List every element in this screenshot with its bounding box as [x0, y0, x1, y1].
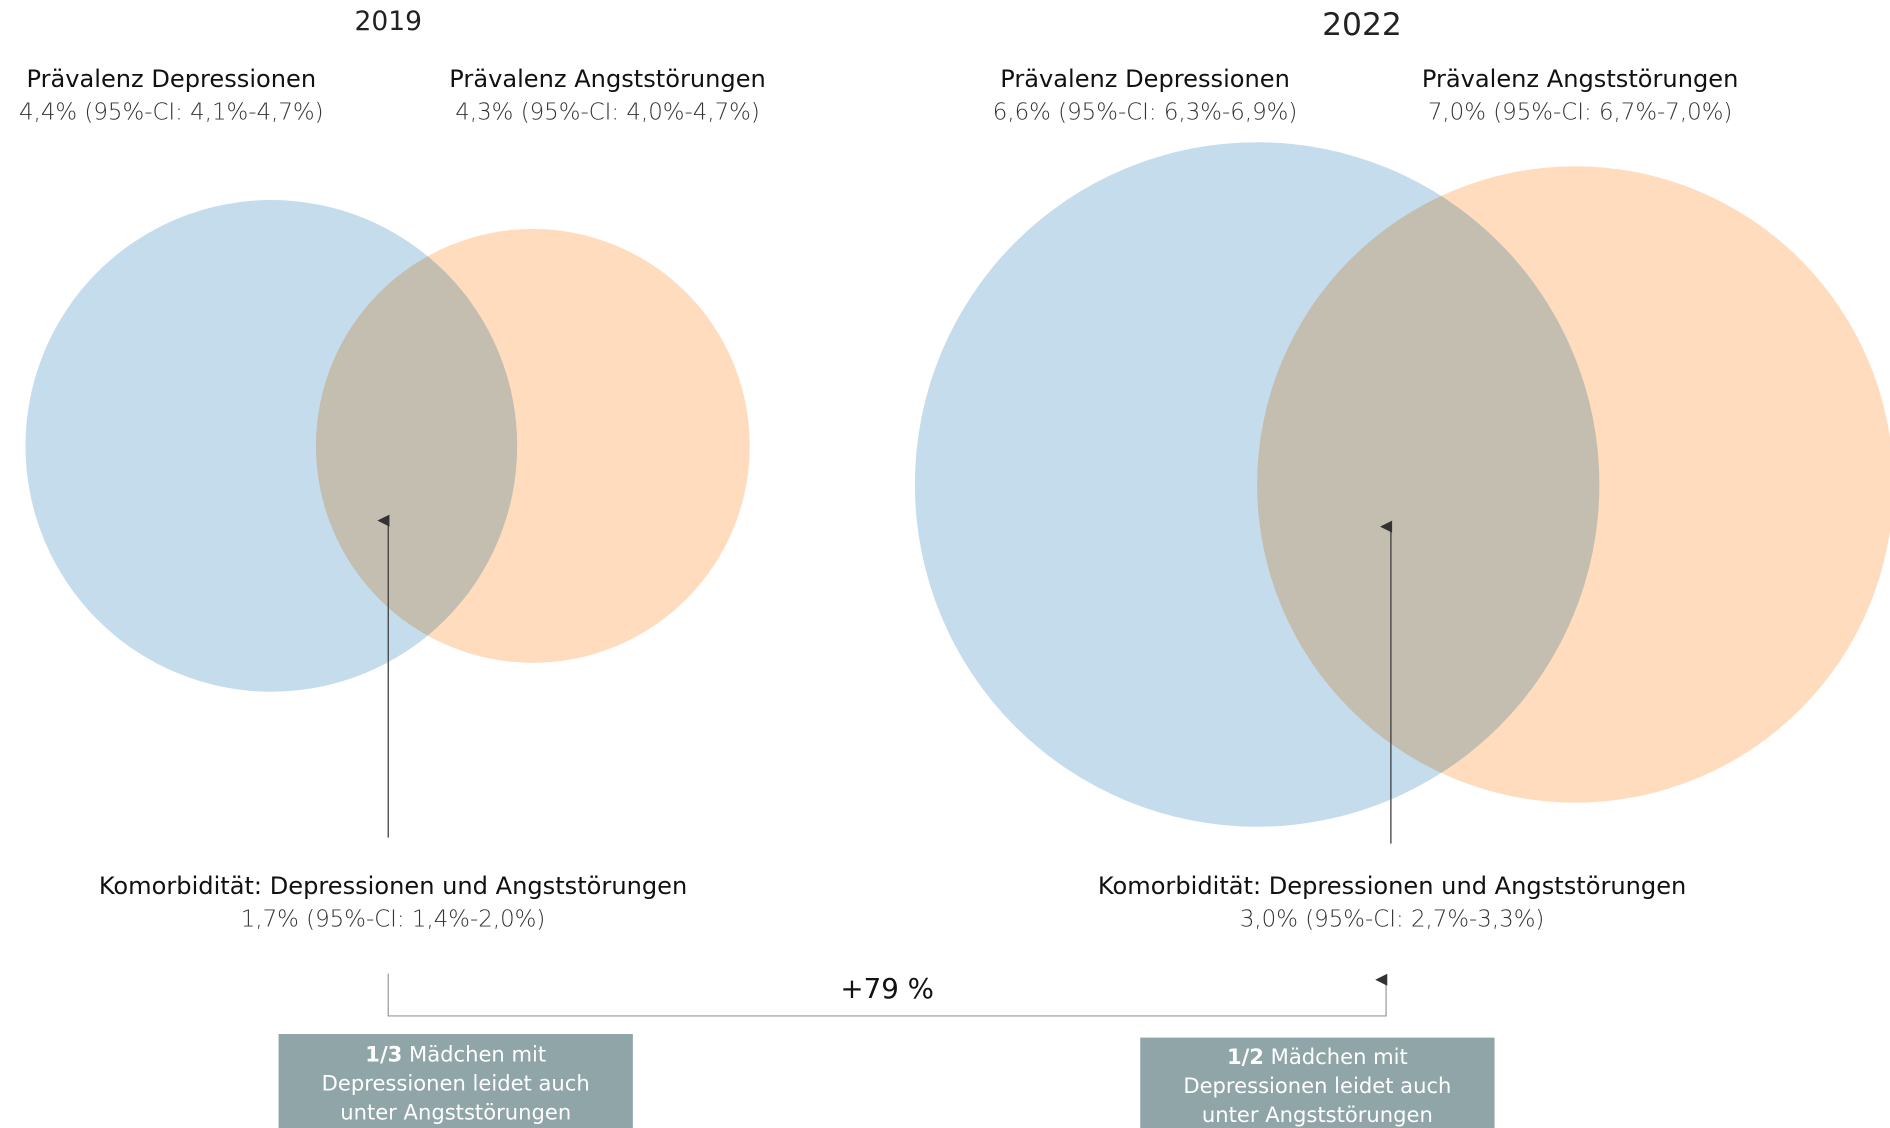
label: Prävalenz Depressionen — [1000, 65, 1290, 93]
note-fraction: 1/3 — [365, 1042, 402, 1067]
label: Komorbidität: Depressionen und Angststör… — [1098, 872, 1686, 900]
note-line: unter Angststörungen — [340, 1100, 571, 1125]
note-text: 1/2 Mädchen mit — [1227, 1044, 1408, 1069]
change-bracket — [387, 973, 1388, 1017]
change-label: +79 % — [840, 972, 934, 1005]
note-box — [1140, 1037, 1495, 1128]
circle-anxiety-2019 — [315, 228, 750, 663]
value: 4,3% (95%-CI: 4,0%-4,7%) — [455, 99, 760, 125]
value: 7,0% (95%-CI: 6,7%-7,0%) — [1428, 99, 1733, 125]
year: 2019 — [355, 6, 422, 37]
note-line: unter Angststörungen — [1202, 1102, 1433, 1127]
note-box — [278, 1034, 633, 1128]
value: 4,4% (95%-CI: 4,1%-4,7%) — [19, 99, 324, 125]
note-text: 1/3 Mädchen mit — [365, 1042, 546, 1067]
label: Komorbidität: Depressionen und Angststör… — [99, 872, 687, 900]
note-line: Mädchen mit — [1271, 1044, 1408, 1069]
year: 2022 — [1322, 7, 1402, 43]
label: Prävalenz Angststörungen — [1422, 65, 1739, 93]
note-line: Depressionen leidet auch — [322, 1071, 590, 1096]
note-fraction: 1/2 — [1227, 1044, 1264, 1069]
label: Prävalenz Depressionen — [26, 65, 316, 93]
note-line: Depressionen leidet auch — [1183, 1073, 1451, 1098]
value: 3,0% (95%-CI: 2,7%-3,3%) — [1240, 907, 1545, 933]
circles — [25, 142, 1890, 827]
label: Prävalenz Angststörungen — [449, 65, 766, 93]
circle-anxiety-2022 — [1257, 166, 1890, 803]
note-line: Mädchen mit — [409, 1042, 546, 1067]
value: 1,7% (95%-CI: 1,4%-2,0%) — [241, 907, 546, 933]
value: 6,6% (95%-CI: 6,3%-6,9%) — [993, 99, 1298, 125]
